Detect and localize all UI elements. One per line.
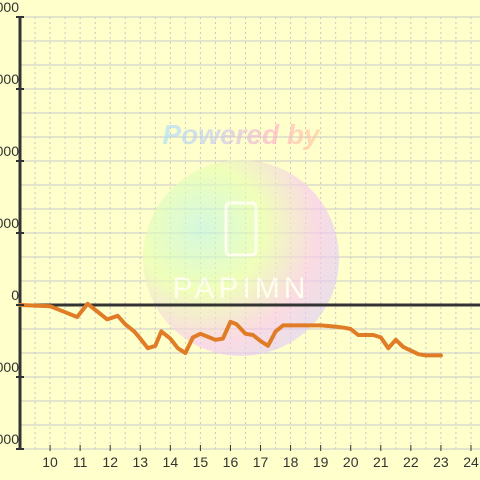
- x-tick-label: 15: [193, 454, 209, 470]
- watermark-logo-icon: [224, 201, 258, 257]
- x-tick-label: 16: [223, 454, 239, 470]
- y-tick-label: -6,000: [0, 431, 19, 447]
- watermark: PAPIMN Powered by: [143, 119, 339, 356]
- x-tick-label: 11: [73, 454, 88, 470]
- watermark-caption: Powered by: [162, 119, 321, 150]
- y-tick-label: 6,000: [0, 143, 19, 159]
- series-line: [18, 301, 443, 358]
- x-tick-label: 13: [132, 454, 148, 470]
- series-layer: [18, 301, 443, 358]
- x-tick-label: 10: [42, 454, 58, 470]
- x-tick-label: 21: [373, 454, 389, 470]
- y-tick-label: 12,000: [0, 0, 19, 15]
- y-tick-label: 9,000: [0, 71, 19, 87]
- y-tick-label: 3,000: [0, 215, 19, 231]
- y-axis-ticks: -6,000 -3,000 0 3,000 6,000 9,000 12,000: [0, 0, 24, 450]
- x-tick-label: 12: [102, 454, 118, 470]
- y-tick-label: -3,000: [0, 359, 19, 375]
- y-tick-label: 0: [11, 287, 19, 303]
- watermark-logo-text: PAPIMN: [173, 272, 310, 305]
- x-tick-label: 20: [343, 454, 359, 470]
- x-tick-label: 19: [313, 454, 329, 470]
- x-tick-label: 24: [463, 454, 479, 470]
- watermark-logo-circle: [143, 160, 339, 356]
- x-axis-ticks: 10 11 12 13 14 15 16 17 18 19 20 21 22 23 24: [42, 445, 479, 470]
- x-tick-label: 18: [283, 454, 299, 470]
- x-tick-label: 14: [163, 454, 179, 470]
- x-tick-label: 22: [403, 454, 419, 470]
- x-tick-label: 17: [253, 454, 269, 470]
- x-tick-label: 23: [433, 454, 449, 470]
